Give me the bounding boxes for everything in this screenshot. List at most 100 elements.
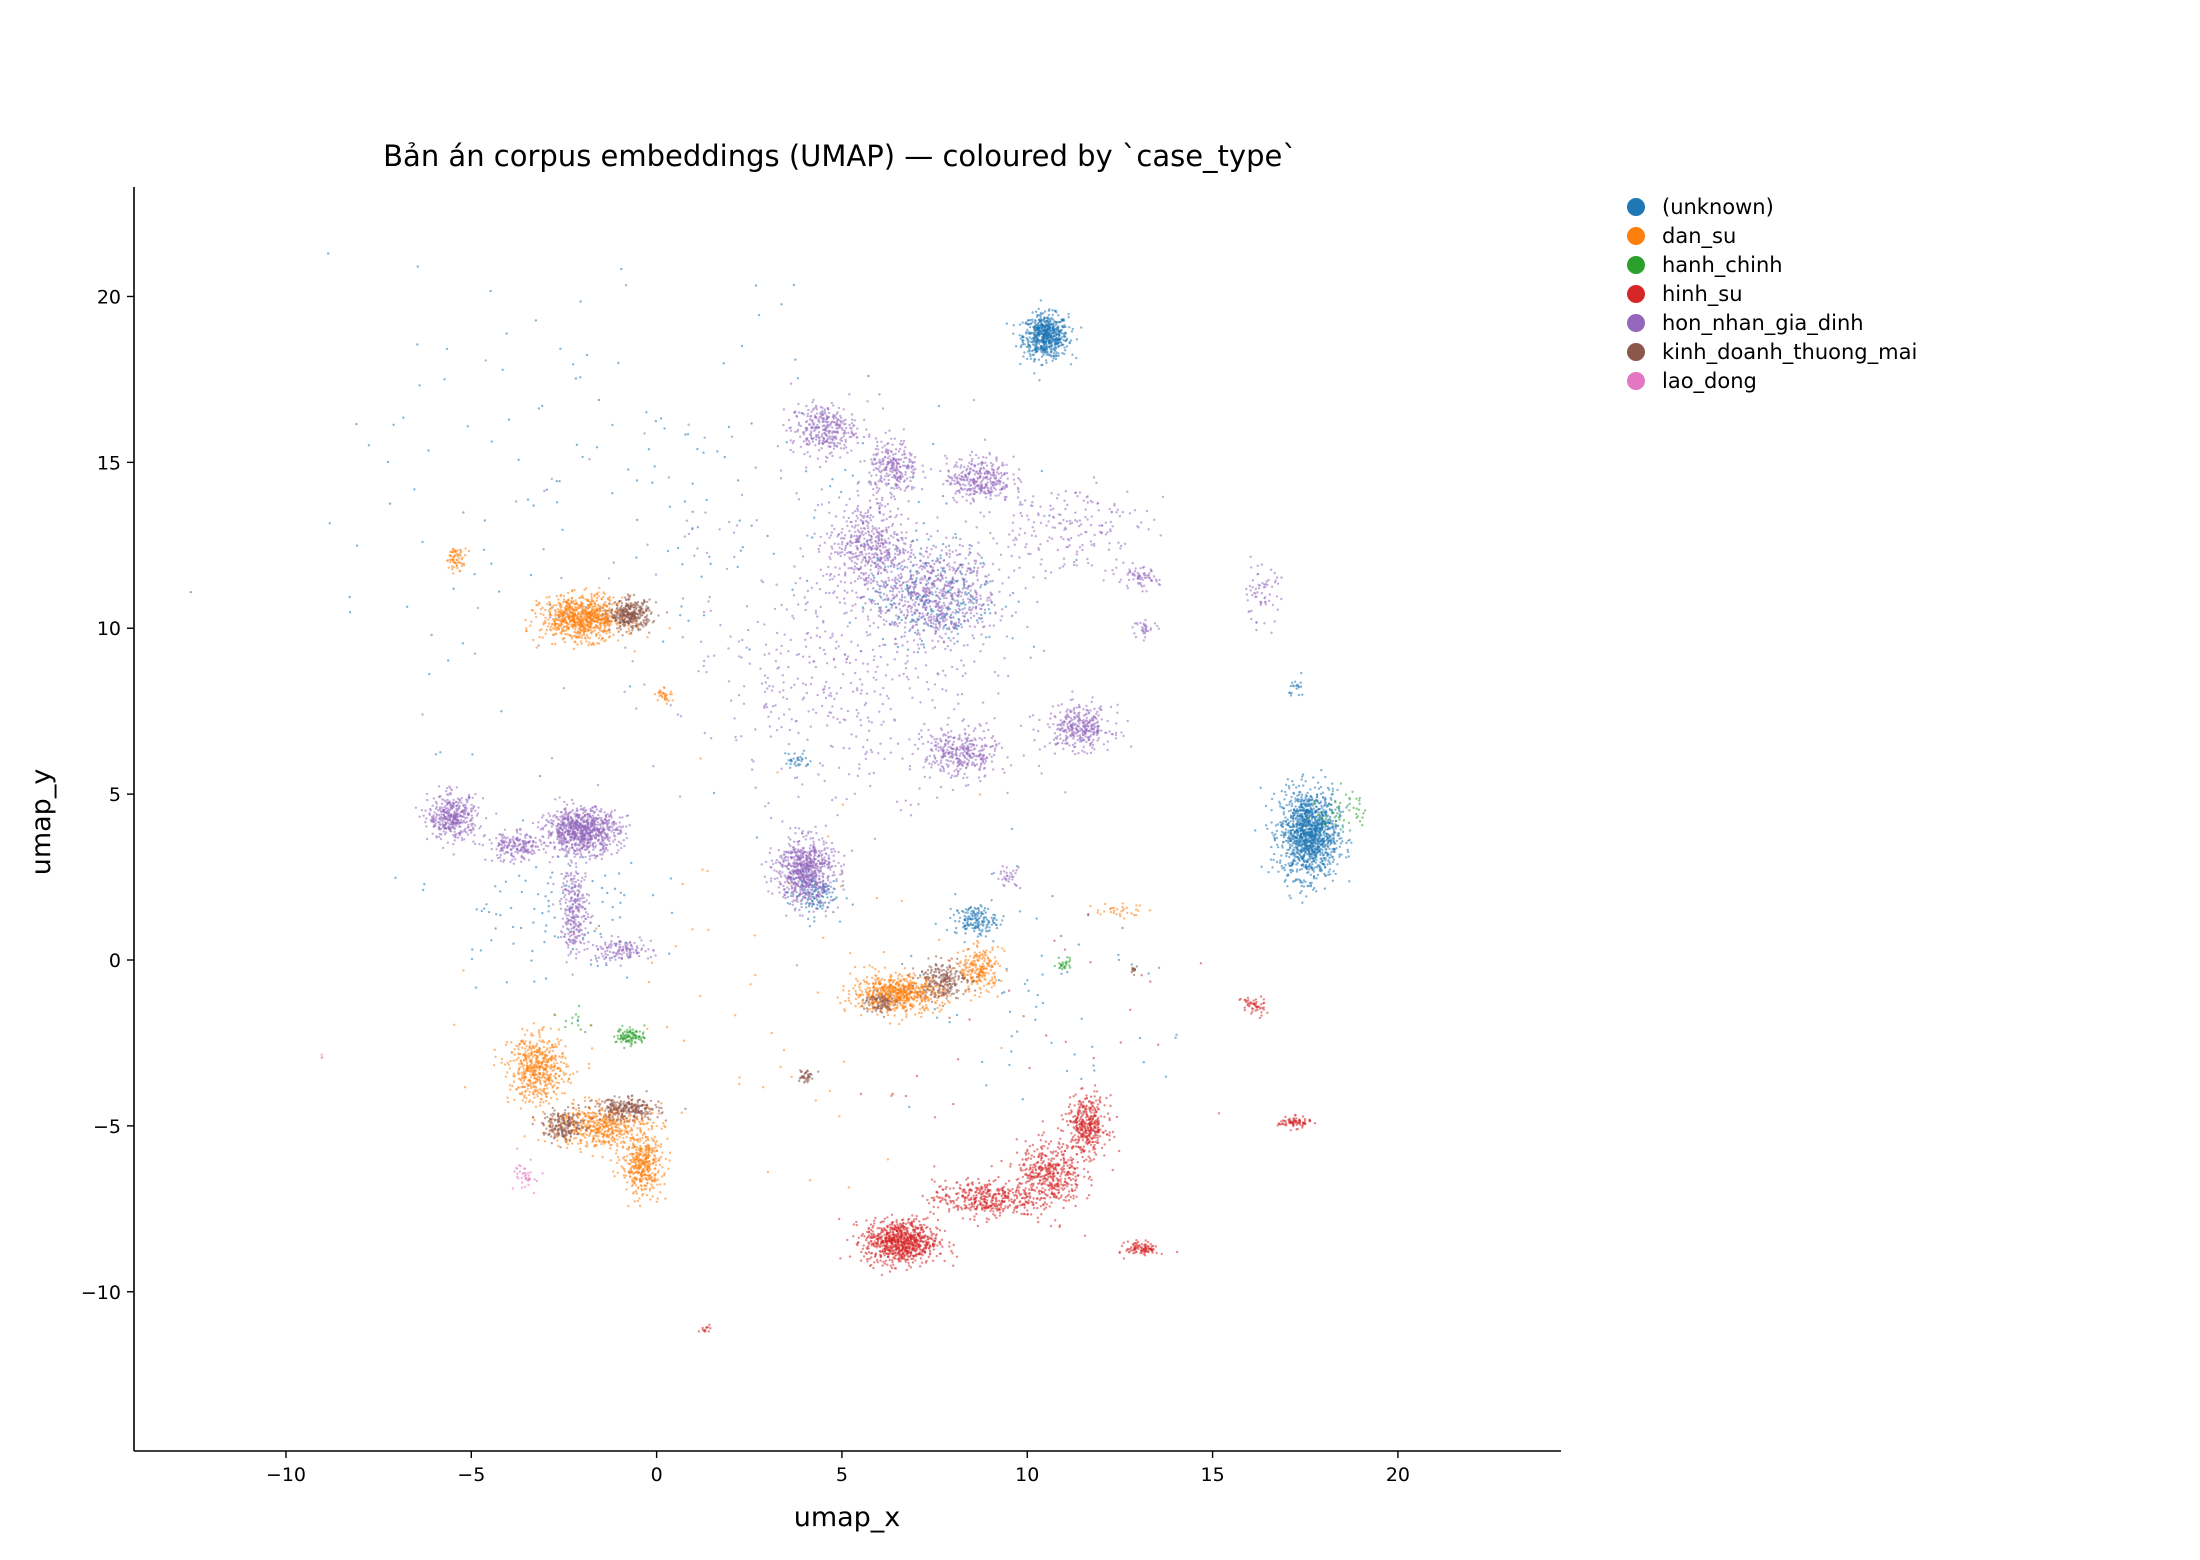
data-point xyxy=(1295,828,1298,831)
data-point xyxy=(555,594,558,598)
data-point xyxy=(1332,850,1335,853)
data-point xyxy=(556,608,559,611)
data-point xyxy=(1039,325,1043,328)
data-point xyxy=(562,594,565,598)
data-point xyxy=(578,634,581,637)
data-point xyxy=(904,999,907,1002)
data-point xyxy=(945,580,948,583)
data-point xyxy=(572,624,576,627)
data-point xyxy=(1299,833,1303,836)
data-point xyxy=(602,604,605,608)
data-point xyxy=(1322,826,1325,829)
data-point xyxy=(936,587,939,590)
data-point xyxy=(1055,321,1058,324)
data-point xyxy=(386,460,390,464)
data-point xyxy=(1288,825,1292,829)
data-point xyxy=(546,1042,549,1045)
data-point xyxy=(913,556,917,559)
data-point xyxy=(1300,778,1303,781)
data-point xyxy=(880,985,884,989)
data-point xyxy=(859,993,862,997)
data-point xyxy=(1305,828,1308,831)
data-point xyxy=(590,595,593,598)
data-point xyxy=(544,1077,547,1080)
data-point xyxy=(1303,860,1306,863)
data-point xyxy=(1284,831,1287,834)
data-point xyxy=(1285,783,1288,786)
data-point xyxy=(569,634,573,637)
data-point xyxy=(1274,824,1278,827)
data-point xyxy=(1309,883,1313,886)
data-point xyxy=(958,965,961,968)
data-point xyxy=(979,586,982,589)
data-point xyxy=(573,621,577,624)
data-point xyxy=(924,1000,927,1003)
data-point xyxy=(1039,311,1043,315)
data-point xyxy=(581,596,585,599)
data-point xyxy=(1033,327,1036,331)
data-point xyxy=(1290,691,1293,695)
data-point xyxy=(962,910,965,913)
data-point xyxy=(883,978,886,982)
data-point xyxy=(1329,862,1332,866)
data-point xyxy=(1312,875,1316,878)
data-point xyxy=(861,990,864,993)
data-point xyxy=(957,624,960,628)
data-point xyxy=(887,996,890,999)
data-point xyxy=(1310,823,1313,826)
data-point xyxy=(530,1032,533,1035)
data-point xyxy=(909,1007,912,1011)
data-point xyxy=(1029,354,1032,358)
data-point xyxy=(1316,799,1319,802)
data-point xyxy=(1157,966,1161,969)
data-point xyxy=(1032,645,1036,648)
data-point xyxy=(1068,326,1071,329)
data-point xyxy=(983,977,986,981)
data-point xyxy=(1328,856,1331,860)
data-point xyxy=(865,991,868,995)
data-point xyxy=(1289,809,1293,812)
data-point xyxy=(537,1029,541,1032)
data-point xyxy=(1331,823,1334,826)
data-point xyxy=(447,659,450,662)
data-point xyxy=(1286,818,1290,821)
data-point xyxy=(889,985,892,989)
data-point xyxy=(1316,781,1320,784)
data-point xyxy=(1064,349,1067,352)
data-point xyxy=(1055,311,1058,314)
data-point xyxy=(975,980,978,983)
data-point xyxy=(885,605,888,609)
data-point xyxy=(505,981,508,984)
data-point xyxy=(1026,328,1029,332)
data-point xyxy=(962,601,965,604)
data-point xyxy=(1055,351,1058,354)
data-point xyxy=(1029,357,1033,360)
data-point xyxy=(1042,332,1046,335)
data-point xyxy=(956,909,959,912)
data-point xyxy=(847,996,850,1000)
data-point xyxy=(574,377,578,380)
data-point xyxy=(784,752,787,755)
data-point xyxy=(568,864,572,867)
data-point xyxy=(905,1015,908,1019)
data-point xyxy=(474,986,478,989)
data-point xyxy=(988,926,991,929)
data-point xyxy=(582,605,586,608)
data-point xyxy=(1296,855,1300,859)
data-point xyxy=(653,465,656,468)
data-point xyxy=(766,534,769,538)
data-point xyxy=(966,966,969,969)
data-point xyxy=(900,997,903,1000)
data-point xyxy=(964,908,968,911)
data-point xyxy=(1164,1075,1168,1078)
data-point xyxy=(893,978,896,982)
data-point xyxy=(654,419,658,423)
data-point xyxy=(958,920,961,923)
data-point xyxy=(585,640,588,643)
data-point xyxy=(499,890,502,893)
data-point xyxy=(918,1003,921,1006)
data-point xyxy=(526,498,530,501)
data-point xyxy=(1028,349,1032,353)
data-point xyxy=(531,1101,534,1104)
data-point xyxy=(482,548,486,551)
